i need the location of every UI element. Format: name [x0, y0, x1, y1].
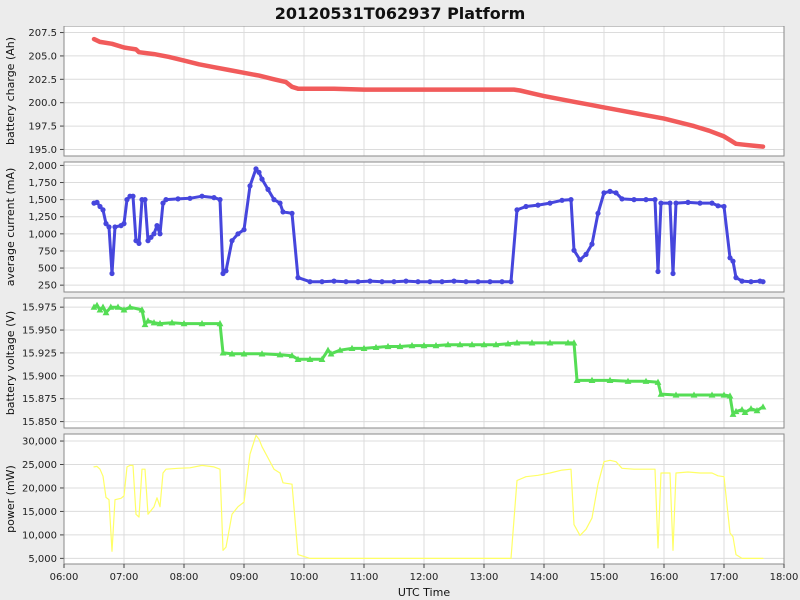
power-ytick-label: 25,000 [22, 460, 57, 471]
xtick-label: 16:00 [650, 572, 679, 583]
average-current-ytick-label: 250 [38, 281, 57, 292]
subplot-battery-voltage: 15.850 15.875 15.900 15.925 15.950 15.975 batt… [4, 297, 785, 429]
power-ytick-label: 15,000 [22, 507, 57, 518]
battery-voltage-ytick-label: 15.975 [22, 303, 57, 314]
average-current-ytick-label: 500 [38, 264, 57, 275]
battery-voltage-ytick-label: 15.925 [22, 348, 57, 359]
average-current-ytick-label: 1,250 [28, 212, 57, 223]
battery-voltage-ytick-label: 15.850 [22, 417, 57, 428]
battery-charge-ytick-label: 195.0 [28, 145, 57, 156]
xtick-label: 14:00 [530, 572, 559, 583]
xtick-label: 18:00 [770, 572, 799, 583]
power-ytick-label: 30,000 [22, 437, 57, 448]
xtick-label: 15:00 [590, 572, 619, 583]
battery-charge-line [91, 36, 766, 149]
xtick-label: 12:00 [410, 572, 439, 583]
power-ytick-label: 20,000 [22, 483, 57, 494]
xtick-label: 07:00 [110, 572, 139, 583]
battery-charge-ytick-label: 200.0 [28, 98, 57, 109]
average-current-ylabel: average current (mA) [4, 168, 17, 287]
average-current-ytick-label: 750 [38, 246, 57, 257]
average-current-ytick-label: 1,750 [28, 178, 57, 189]
subplot-battery-charge: 195.0 197.5 200.0 202.5 205.0 207.5 battery ch… [4, 26, 785, 157]
battery-charge-ytick-label: 205.0 [28, 51, 57, 62]
battery-charge-ytick-label: 197.5 [28, 122, 57, 133]
charts-svg: 195.0 197.5 200.0 202.5 205.0 207.5 battery ch… [4, 26, 799, 599]
x-axis-label: UTC Time [398, 586, 450, 599]
battery-voltage-ylabel: battery voltage (V) [4, 311, 17, 415]
battery-voltage-ytick-label: 15.950 [22, 326, 57, 337]
xtick-label: 17:00 [710, 572, 739, 583]
charts-container: 195.0 197.5 200.0 202.5 205.0 207.5 battery ch… [0, 26, 800, 600]
xtick-label: 13:00 [470, 572, 499, 583]
power-line [93, 434, 764, 560]
chart-title: 20120531T062937 Platform [274, 3, 526, 23]
battery-charge-ytick-label: 202.5 [28, 75, 57, 86]
xtick-label: 09:00 [230, 572, 259, 583]
average-current-ytick-label: 1,000 [28, 229, 57, 240]
subplot-average-current: 250 500 750 1,000 1,250 1,500 1,750 2,000 averag… [4, 161, 785, 293]
xtick-label: 08:00 [170, 572, 199, 583]
xtick-label: 06:00 [50, 572, 79, 583]
battery-charge-ylabel: battery charge (Ah) [4, 37, 17, 145]
power-ytick-label: 5,000 [28, 554, 57, 565]
average-current-ytick-label: 1,500 [28, 195, 57, 206]
power-ylabel: power (mW) [4, 465, 17, 533]
power-ytick-label: 10,000 [22, 530, 57, 541]
battery-voltage-ytick-label: 15.875 [22, 394, 57, 405]
battery-voltage-ytick-label: 15.900 [22, 371, 57, 382]
xtick-label: 10:00 [290, 572, 319, 583]
battery-charge-ytick-label: 207.5 [28, 28, 57, 39]
subplot-power: 5,000 10,000 15,000 20,000 25,000 30,000 power… [4, 433, 785, 565]
xtick-label: 11:00 [350, 572, 379, 583]
average-current-ytick-label: 2,000 [28, 161, 57, 172]
